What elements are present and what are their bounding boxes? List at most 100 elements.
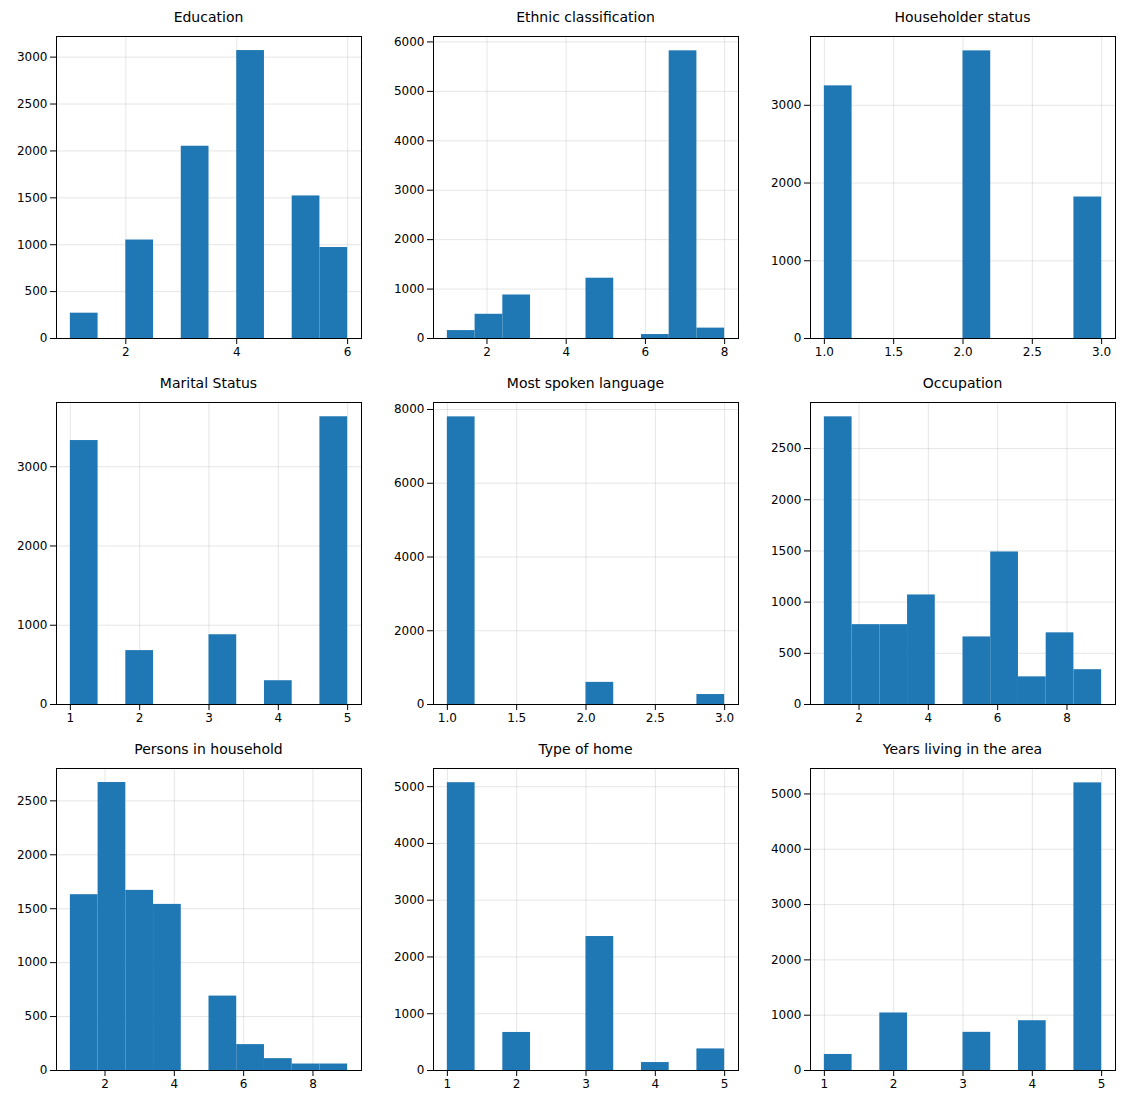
svg-text:1000: 1000 (771, 254, 802, 268)
svg-text:3000: 3000 (17, 460, 48, 474)
svg-text:8000: 8000 (394, 402, 425, 416)
svg-text:3.0: 3.0 (1092, 345, 1111, 359)
svg-text:4000: 4000 (394, 134, 425, 148)
svg-text:1: 1 (67, 711, 75, 725)
svg-text:5000: 5000 (394, 84, 425, 98)
svg-text:0: 0 (794, 331, 802, 345)
svg-text:2000: 2000 (17, 144, 48, 158)
svg-text:2.5: 2.5 (646, 711, 665, 725)
svg-text:8: 8 (1063, 711, 1071, 725)
svg-text:2: 2 (101, 1077, 109, 1091)
svg-text:1.5: 1.5 (884, 345, 903, 359)
svg-text:2000: 2000 (17, 848, 48, 862)
svg-text:3000: 3000 (394, 183, 425, 197)
svg-text:1.0: 1.0 (815, 345, 834, 359)
svg-text:1: 1 (821, 1077, 829, 1091)
svg-text:2: 2 (513, 1077, 521, 1091)
svg-text:5: 5 (1098, 1077, 1106, 1091)
svg-text:6: 6 (994, 711, 1002, 725)
svg-text:0: 0 (40, 697, 48, 711)
svg-text:3.0: 3.0 (715, 711, 734, 725)
html-text:Occupation: Occupation (922, 375, 1003, 391)
svg-text:3000: 3000 (394, 893, 425, 907)
svg-text:2000: 2000 (394, 624, 425, 638)
svg-text:3: 3 (205, 711, 213, 725)
svg-text:2000: 2000 (394, 950, 425, 964)
svg-text:1000: 1000 (771, 1008, 802, 1022)
svg-text:2500: 2500 (17, 794, 48, 808)
svg-text:1000: 1000 (394, 1007, 425, 1021)
html-text:Years living in the area: Years living in the area (882, 741, 1043, 757)
svg-text:2500: 2500 (17, 97, 48, 111)
svg-text:0: 0 (417, 331, 425, 345)
svg-text:2: 2 (890, 1077, 898, 1091)
svg-text:1000: 1000 (17, 238, 48, 252)
svg-text:2: 2 (136, 711, 144, 725)
svg-text:1: 1 (444, 1077, 452, 1091)
svg-text:500: 500 (779, 646, 802, 660)
svg-text:4: 4 (651, 1077, 659, 1091)
svg-text:4000: 4000 (771, 842, 802, 856)
svg-text:2.0: 2.0 (576, 711, 595, 725)
html-text:Most spoken language: Most spoken language (506, 375, 665, 391)
html-text:Householder status: Householder status (894, 9, 1031, 25)
svg-text:4000: 4000 (394, 836, 425, 850)
svg-text:3000: 3000 (771, 98, 802, 112)
svg-text:1000: 1000 (394, 282, 425, 296)
svg-text:0: 0 (794, 697, 802, 711)
svg-text:1000: 1000 (771, 595, 802, 609)
svg-text:2000: 2000 (394, 232, 425, 246)
svg-text:500: 500 (25, 284, 48, 298)
html-text:Type of home: Type of home (538, 741, 633, 757)
svg-text:0: 0 (417, 1063, 425, 1077)
html-text:Education: Education (173, 9, 244, 25)
svg-text:1500: 1500 (17, 902, 48, 916)
svg-text:8: 8 (721, 345, 729, 359)
html-text:Persons in household: Persons in household (134, 741, 283, 757)
svg-text:1.5: 1.5 (507, 711, 526, 725)
svg-text:2.5: 2.5 (1023, 345, 1042, 359)
svg-text:5: 5 (721, 1077, 729, 1091)
html-text:Ethnic classification: Ethnic classification (516, 9, 655, 25)
svg-text:0: 0 (40, 1063, 48, 1077)
svg-text:6: 6 (344, 345, 352, 359)
svg-text:6: 6 (240, 1077, 248, 1091)
svg-text:5: 5 (344, 711, 352, 725)
svg-text:4: 4 (1028, 1077, 1036, 1091)
svg-text:3000: 3000 (771, 897, 802, 911)
svg-text:1500: 1500 (771, 544, 802, 558)
svg-text:2000: 2000 (771, 176, 802, 190)
svg-text:6000: 6000 (394, 35, 425, 49)
svg-text:1500: 1500 (17, 191, 48, 205)
svg-text:6000: 6000 (394, 476, 425, 490)
svg-text:2: 2 (483, 345, 491, 359)
svg-text:8: 8 (309, 1077, 317, 1091)
html-text:Marital Status: Marital Status (159, 375, 258, 391)
svg-text:0: 0 (417, 697, 425, 711)
svg-text:2000: 2000 (17, 539, 48, 553)
svg-text:1000: 1000 (17, 955, 48, 969)
svg-text:4: 4 (171, 1077, 179, 1091)
svg-text:4000: 4000 (394, 550, 425, 564)
svg-text:2000: 2000 (771, 493, 802, 507)
svg-text:3000: 3000 (17, 50, 48, 64)
svg-text:5000: 5000 (771, 787, 802, 801)
svg-text:3: 3 (582, 1077, 590, 1091)
svg-text:1000: 1000 (17, 618, 48, 632)
svg-text:6: 6 (642, 345, 650, 359)
svg-text:4: 4 (233, 345, 241, 359)
svg-text:2.0: 2.0 (953, 345, 972, 359)
svg-text:1.0: 1.0 (438, 711, 457, 725)
svg-text:2: 2 (122, 345, 130, 359)
svg-text:500: 500 (25, 1009, 48, 1023)
svg-text:5000: 5000 (394, 780, 425, 794)
svg-text:4: 4 (274, 711, 282, 725)
svg-text:4: 4 (925, 711, 933, 725)
svg-text:0: 0 (794, 1063, 802, 1077)
svg-text:3: 3 (959, 1077, 967, 1091)
svg-text:2500: 2500 (771, 441, 802, 455)
svg-text:0: 0 (40, 331, 48, 345)
svg-text:2: 2 (855, 711, 863, 725)
svg-text:4: 4 (562, 345, 570, 359)
svg-text:2000: 2000 (771, 953, 802, 967)
